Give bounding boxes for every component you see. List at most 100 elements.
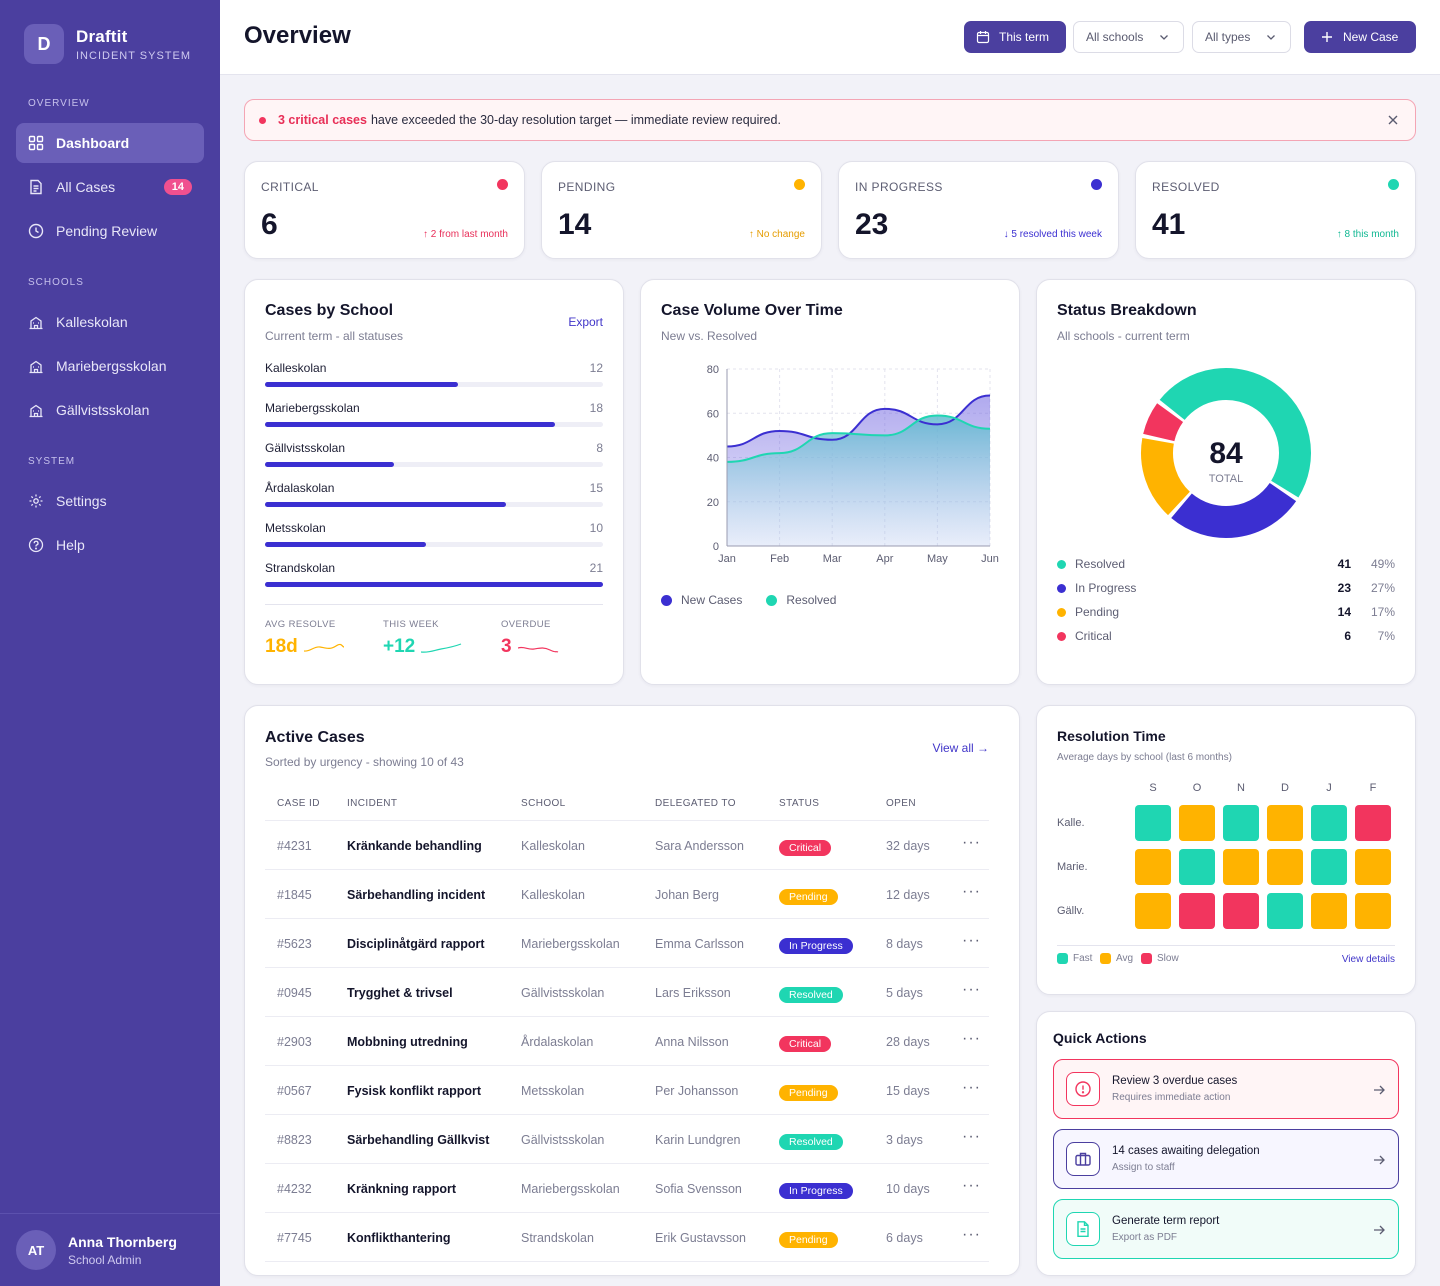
more-options-icon[interactable]: ··· <box>962 1128 981 1145</box>
more-options-icon[interactable]: ··· <box>962 834 981 851</box>
schools-filter-select[interactable]: All schools <box>1073 21 1184 53</box>
card-title: Quick Actions <box>1053 1030 1147 1046</box>
sidebar-item-kalleskolan[interactable]: Kalleskolan <box>16 302 204 342</box>
types-filter-select[interactable]: All types <box>1192 21 1291 53</box>
heatmap-cell-fast[interactable] <box>1311 849 1347 885</box>
heatmap-cell-fast[interactable] <box>1179 849 1215 885</box>
more-options-icon[interactable]: ··· <box>962 1226 981 1243</box>
brand[interactable]: D Draftit INCIDENT SYSTEM <box>24 24 191 64</box>
term-filter-button[interactable]: This term <box>964 21 1066 53</box>
metric-label: OVERDUE <box>501 619 551 630</box>
file-text-icon <box>1077 1221 1089 1237</box>
quick-action-3[interactable]: Generate term report Export as PDF <box>1053 1199 1399 1259</box>
column-header[interactable]: STATUS <box>779 798 820 809</box>
heatmap-cell-fast[interactable] <box>1311 805 1347 841</box>
series-area-resolved <box>727 415 990 546</box>
school-bar <box>265 422 555 427</box>
heatmap-cell-avg[interactable] <box>1355 893 1391 929</box>
quick-action-2[interactable]: 14 cases awaiting delegation Assign to st… <box>1053 1129 1399 1189</box>
x-tick-label: Apr <box>876 553 893 565</box>
heatmap-cell-fast[interactable] <box>1135 805 1171 841</box>
quick-action-subtitle: Export as PDF <box>1112 1232 1178 1243</box>
table-row[interactable]: #8823 Särbehandling Gällkvist Gällvistssko… <box>265 1114 989 1163</box>
stat-value: 14 <box>558 208 592 241</box>
more-options-icon[interactable]: ··· <box>962 883 981 900</box>
school-count: 12 <box>589 361 603 375</box>
legend-item: New Cases <box>661 593 742 607</box>
term-filter-label: This term <box>999 30 1050 44</box>
heatmap-cell-slow[interactable] <box>1355 805 1391 841</box>
user-name: Anna Thornberg <box>68 1233 177 1250</box>
column-header[interactable]: INCIDENT <box>347 798 398 809</box>
table-row[interactable]: #1845 Särbehandling incident Kalleskolan Jo… <box>265 869 989 918</box>
sidebar-item-mariebergsskolan[interactable]: Mariebergsskolan <box>16 346 204 386</box>
bar-track <box>265 542 603 547</box>
heatmap-cell-avg[interactable] <box>1179 805 1215 841</box>
more-options-icon[interactable]: ··· <box>962 1030 981 1047</box>
heatmap-cell-slow[interactable] <box>1223 893 1259 929</box>
column-header[interactable]: OPEN <box>886 798 916 809</box>
more-options-icon[interactable]: ··· <box>962 981 981 998</box>
case-volume-card: Case Volume Over Time New vs. Resolved 0… <box>640 279 1020 685</box>
sidebar-item-all-cases[interactable]: All Cases 14 <box>16 167 204 207</box>
user-profile[interactable]: AT Anna Thornberg School Admin <box>0 1213 220 1286</box>
stat-trend: ↑ 2 from last month <box>422 229 508 240</box>
table-row[interactable]: #4232 Kränkning rapport Mariebergsskolan So… <box>265 1163 989 1212</box>
stat-card-in-progress[interactable]: IN PROGRESS 23 ↓ 5 resolved this week <box>838 161 1119 259</box>
status-donut-chart: 84 TOTAL <box>1141 368 1311 538</box>
export-link[interactable]: Export <box>568 315 603 329</box>
view-all-link[interactable]: View all → <box>932 741 989 755</box>
stat-card-pending[interactable]: PENDING 14 ↑ No change <box>541 161 822 259</box>
heatmap-cell-avg[interactable] <box>1135 849 1171 885</box>
card-title: Cases by School <box>265 302 394 319</box>
heatmap-cell-avg[interactable] <box>1267 849 1303 885</box>
table-row[interactable]: #4231 Kränkande behandling Kalleskolan Sara… <box>265 820 989 869</box>
alert-message: have exceeded the 30-day resolution targ… <box>370 113 781 127</box>
table-row[interactable]: #0567 Fysisk konflikt rapport Metsskolan Pe… <box>265 1065 989 1114</box>
sidebar-item-pending-review[interactable]: Pending Review <box>16 211 204 251</box>
metric-avg-resolve: AVG RESOLVE 18d <box>265 619 346 658</box>
heatmap-cell-avg[interactable] <box>1267 805 1303 841</box>
column-header[interactable]: DELEGATED TO <box>655 798 736 809</box>
sidebar-item-label: Pending Review <box>56 223 158 239</box>
legend-swatch <box>1100 953 1111 964</box>
new-case-button[interactable]: New Case <box>1304 21 1416 53</box>
heatmap-cell-avg[interactable] <box>1355 849 1391 885</box>
table-row[interactable]: #0945 Trygghet & trivsel Gällvistsskolan La… <box>265 967 989 1016</box>
legend-label: Fast <box>1073 953 1093 964</box>
column-header[interactable]: SCHOOL <box>521 798 566 809</box>
metric-overdue: OVERDUE 3 <box>501 619 560 658</box>
school-name: Gällvistsskolan <box>265 441 346 455</box>
column-header[interactable]: CASE ID <box>277 798 320 809</box>
status-legend-row: Resolved 41 49% <box>1057 557 1395 571</box>
more-options-icon[interactable]: ··· <box>962 1177 981 1194</box>
sidebar-item-settings[interactable]: Settings <box>16 481 204 521</box>
legend-label: Avg <box>1116 953 1134 964</box>
heatmap-cell-avg[interactable] <box>1311 893 1347 929</box>
quick-action-1[interactable]: Review 3 overdue cases Requires immediate… <box>1053 1059 1399 1119</box>
more-options-icon[interactable]: ··· <box>962 1079 981 1096</box>
alert-dot <box>259 116 266 124</box>
table-row[interactable]: #5623 Disciplinåtgärd rapport Mariebergssk… <box>265 918 989 967</box>
stat-card-resolved[interactable]: RESOLVED 41 ↑ 8 this month <box>1135 161 1416 259</box>
sidebar-item-gallvistsskolan[interactable]: Gällvistsskolan <box>16 390 204 430</box>
heatmap-cell-avg[interactable] <box>1223 849 1259 885</box>
close-icon[interactable] <box>1385 112 1401 128</box>
school-name: Strandskolan <box>265 561 336 575</box>
heatmap-cell-avg[interactable] <box>1135 893 1171 929</box>
delegated-to: Sara Andersson <box>655 839 744 853</box>
more-options-icon[interactable]: ··· <box>962 932 981 949</box>
delegated-to: Sofia Svensson <box>655 1182 742 1196</box>
view-details-link[interactable]: View details <box>1341 954 1395 965</box>
sidebar-item-help[interactable]: Help <box>16 525 204 565</box>
table-row[interactable]: #7745 Konflikthantering Strandskolan Erik G… <box>265 1212 989 1261</box>
stat-label: RESOLVED <box>1152 180 1220 194</box>
stat-card-critical[interactable]: CRITICAL 6 ↑ 2 from last month <box>244 161 525 259</box>
sidebar-item-dashboard[interactable]: Dashboard <box>16 123 204 163</box>
heatmap-cell-fast[interactable] <box>1267 893 1303 929</box>
heatmap-cell-slow[interactable] <box>1179 893 1215 929</box>
calendar-icon <box>976 31 990 44</box>
table-row[interactable]: #2903 Mobbning utredning Årdalaskolan Anna … <box>265 1016 989 1065</box>
card-title: Status Breakdown <box>1057 302 1197 319</box>
heatmap-cell-fast[interactable] <box>1223 805 1259 841</box>
